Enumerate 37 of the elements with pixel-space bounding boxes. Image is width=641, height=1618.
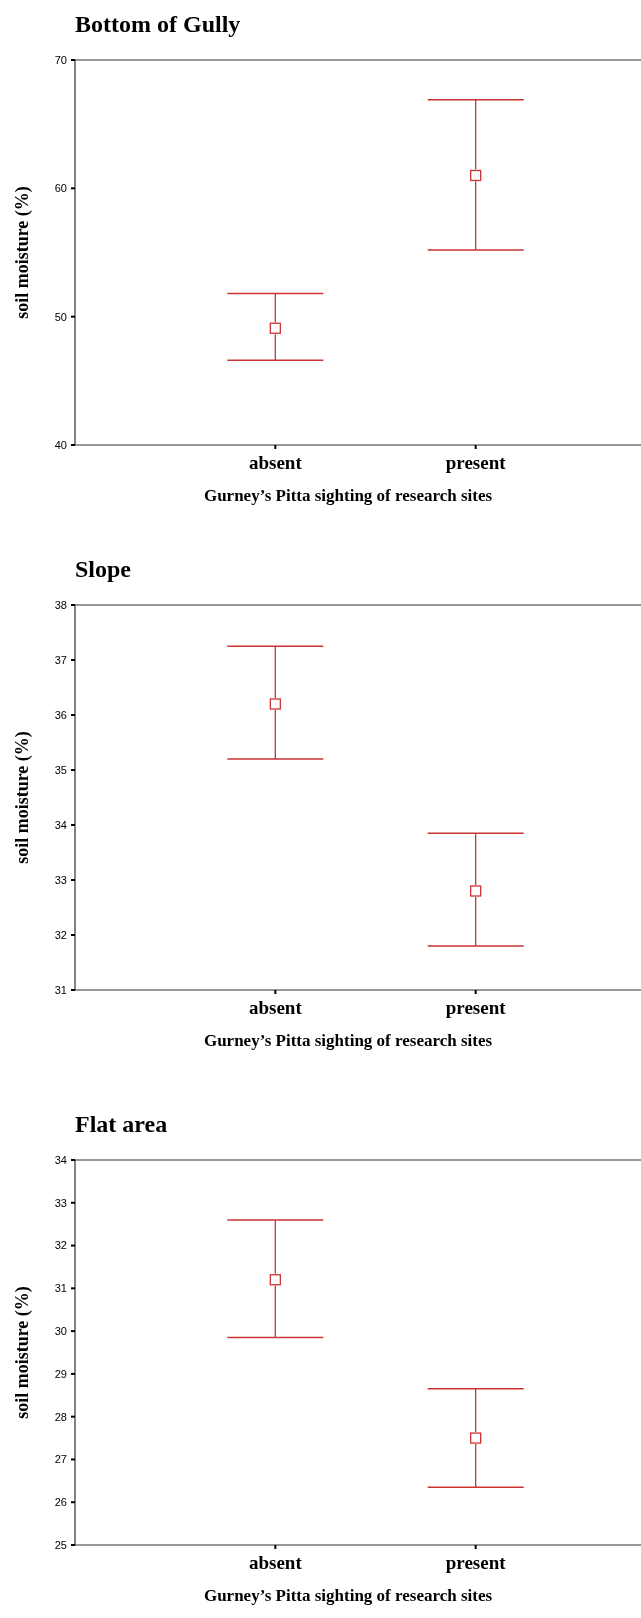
x-tick-label: present xyxy=(445,1552,507,1573)
y-tick-label: 35 xyxy=(54,763,67,776)
y-tick-label: 34 xyxy=(54,1153,67,1166)
y-tick-label: 50 xyxy=(54,310,67,323)
y-tick-label: 33 xyxy=(54,873,67,886)
chart-title: Bottom of Gully xyxy=(75,11,241,37)
y-tick-label: 32 xyxy=(54,1239,67,1252)
y-tick-label: 60 xyxy=(54,182,67,195)
x-axis-title: Gurney’s Pitta sighting of research sites xyxy=(203,1586,493,1605)
y-tick-label: 70 xyxy=(54,53,67,66)
y-tick-label: 40 xyxy=(54,438,67,451)
y-tick-label: 27 xyxy=(54,1453,67,1466)
x-tick-label: absent xyxy=(248,997,303,1018)
y-axis-title: soil moisture (%) xyxy=(12,731,33,864)
y-tick-label: 33 xyxy=(54,1196,67,1209)
y-axis-title: soil moisture (%) xyxy=(12,186,33,319)
chart-title: Flat area xyxy=(75,1111,168,1137)
y-tick-label: 34 xyxy=(54,818,67,831)
y-tick-label: 28 xyxy=(54,1410,67,1423)
y-tick-label: 37 xyxy=(54,653,67,666)
x-tick-label: present xyxy=(445,452,507,473)
x-axis-title: Gurney’s Pitta sighting of research sites xyxy=(203,1031,493,1050)
chart-title: Slope xyxy=(75,556,132,582)
x-tick-label: present xyxy=(445,997,507,1018)
y-tick-label: 36 xyxy=(54,708,67,721)
y-tick-label: 31 xyxy=(54,1282,67,1295)
y-tick-label: 29 xyxy=(54,1367,67,1380)
y-tick-label: 26 xyxy=(54,1496,67,1509)
y-tick-label: 31 xyxy=(54,983,67,996)
y-tick-label: 25 xyxy=(54,1538,67,1551)
y-tick-label: 30 xyxy=(54,1324,67,1337)
y-axis-title: soil moisture (%) xyxy=(12,1286,33,1419)
y-tick-label: 32 xyxy=(54,928,67,941)
y-tick-label: 38 xyxy=(54,598,67,611)
x-tick-label: absent xyxy=(248,452,303,473)
x-axis-title: Gurney’s Pitta sighting of research sites xyxy=(203,486,493,505)
x-tick-label: absent xyxy=(248,1552,303,1573)
